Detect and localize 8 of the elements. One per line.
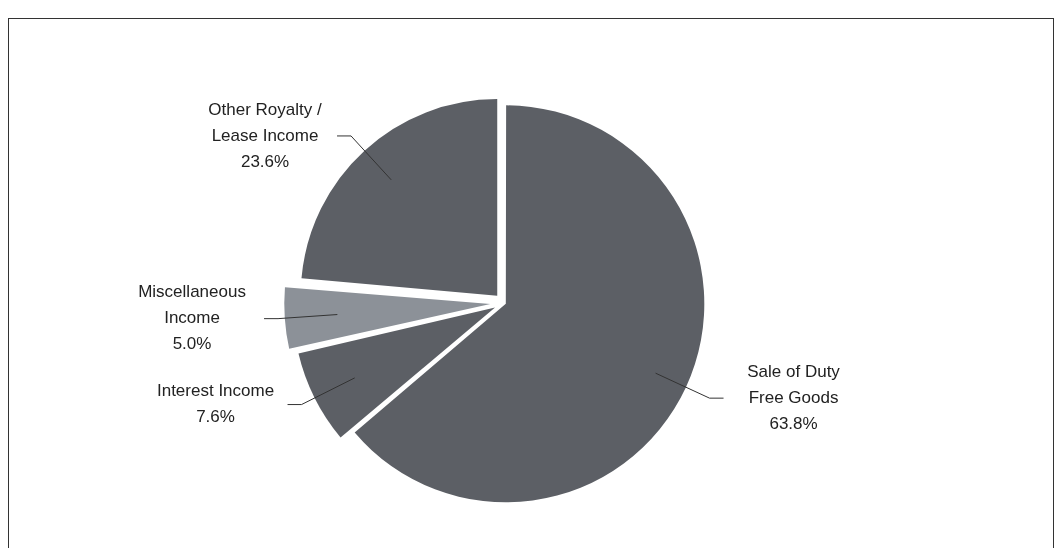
- data-label: 5.0%: [172, 334, 212, 354]
- slice-label: Other Royalty / Lease Income: [208, 99, 322, 145]
- slice-label: Sale of Duty Free Goods: [747, 361, 841, 407]
- data-label: 63.8%: [769, 413, 818, 433]
- slice-label: Interest Income: [156, 381, 275, 401]
- slice-label: Miscellaneous Income: [138, 282, 246, 328]
- data-label: 7.6%: [196, 407, 235, 427]
- data-label: 23.6%: [240, 151, 290, 171]
